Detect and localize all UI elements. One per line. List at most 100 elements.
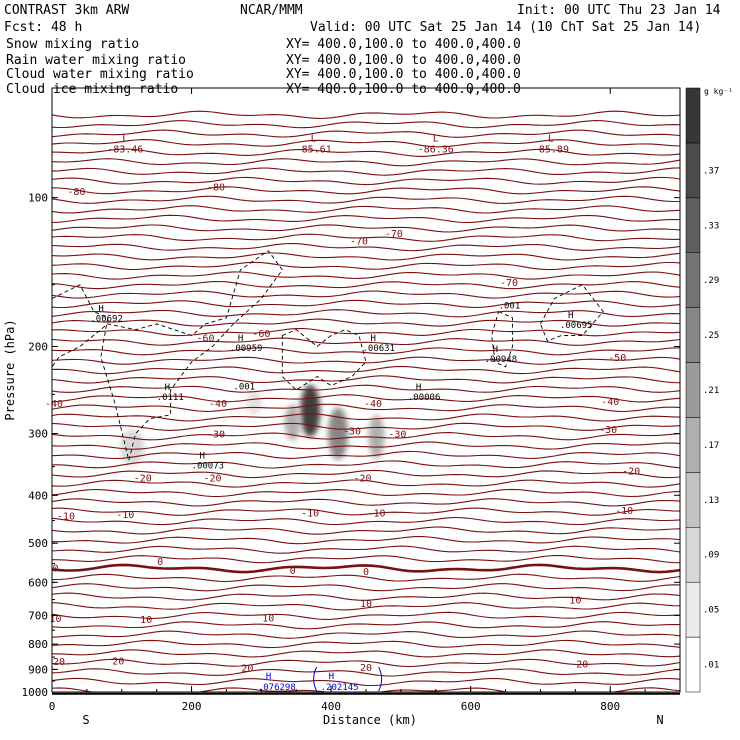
- isotherm-line: [52, 630, 680, 639]
- colorbar-segment: [685, 581, 701, 638]
- isotherm-line: [52, 479, 680, 488]
- isotherm-line: [52, 498, 680, 507]
- ice-max-marker: H: [568, 311, 573, 321]
- ice-max-value: .00695: [560, 321, 593, 331]
- isotherm-label: 10: [360, 599, 372, 610]
- isotherm-line: [52, 337, 680, 346]
- isotherm-line: [52, 516, 680, 526]
- field-rain-xy: XY= 400.0,100.0 to 400.0,400.0: [286, 53, 521, 68]
- y-tick-label: 800: [28, 638, 48, 651]
- isotherm-label: 10: [49, 614, 61, 625]
- field-cloud-ice-xy: XY= 400.0,100.0 to 400.0,400.0: [286, 82, 521, 97]
- isotherm-label: -20: [353, 473, 371, 484]
- isotherm-line: [52, 668, 680, 677]
- ice-max-value: .00631: [363, 344, 396, 354]
- y-tick-label: 600: [28, 576, 48, 589]
- isotherm-line: [52, 318, 680, 327]
- colorbar-segment: [685, 87, 701, 144]
- snow-core: [246, 390, 263, 415]
- ice-max-marker: H: [238, 334, 243, 344]
- forecast-hour: Fcst: 48 h: [4, 20, 82, 35]
- colorbar-level: .13: [703, 496, 719, 506]
- isotherm-line: [52, 271, 680, 280]
- colorbar-segment: [685, 307, 701, 363]
- isotherm-line: [52, 611, 680, 620]
- isotherm-line: [52, 167, 680, 176]
- low-center-marker: L: [311, 134, 317, 145]
- isotherm-label: -20: [203, 473, 221, 484]
- isotherm-line: [52, 545, 680, 554]
- isotherm-label: 20: [360, 663, 372, 674]
- valid-time: Valid: 00 UTC Sat 25 Jan 14 (10 ChT Sat …: [310, 20, 701, 35]
- colorbar-level: .21: [703, 386, 719, 396]
- colorbar-segment: [685, 527, 701, 583]
- colorbar-segment: [685, 142, 701, 199]
- ice-max-marker: H: [165, 383, 170, 393]
- isotherm-line: [52, 384, 680, 393]
- snow-core: [284, 404, 301, 441]
- isotherm-label: -10: [367, 508, 385, 519]
- isotherm-line: [52, 677, 680, 687]
- isotherm-label: -60: [196, 334, 214, 345]
- colorbar-level: .33: [703, 221, 719, 231]
- isotherm-line: [52, 555, 680, 564]
- low-center-value: -85.89: [533, 145, 569, 156]
- cloud-water-max-marker: H: [329, 672, 334, 682]
- colorbar-level: .29: [703, 276, 719, 286]
- isotherm-label: 20: [112, 657, 124, 668]
- isotherm-label: -70: [500, 278, 518, 289]
- snow-core: [300, 384, 321, 437]
- isotherm-line: [52, 347, 680, 356]
- colorbar-segment: [685, 197, 701, 253]
- isotherm-label: -70: [350, 236, 368, 247]
- low-center-marker: L: [548, 134, 554, 145]
- field-snow: Snow mixing ratio: [6, 37, 139, 52]
- isotherm-line: [52, 563, 680, 574]
- colorbar-segment: [685, 252, 701, 308]
- isotherm-label: 10: [569, 596, 581, 607]
- isotherm-label: 0: [52, 564, 58, 575]
- field-cloud-ice: Cloud ice mixing ratio: [6, 82, 178, 97]
- colorbar-segment: [685, 472, 701, 528]
- isotherm-line: [52, 432, 680, 441]
- isotherm-line: [52, 120, 680, 129]
- ice-max-marker: H: [200, 451, 205, 461]
- x-tick-label: 0: [49, 700, 56, 713]
- cloud-water-max-value: .076298: [258, 683, 296, 693]
- isotherm-line: [52, 328, 680, 337]
- isotherm-line: [52, 526, 680, 535]
- isotherm-line: [52, 299, 680, 309]
- y-axis-title: Pressure (hPa): [3, 319, 17, 420]
- y-tick-label: 200: [28, 340, 48, 353]
- isotherm-label: -40: [45, 399, 63, 410]
- colorbar-level: .25: [703, 331, 719, 341]
- isotherm-label: 20: [241, 664, 253, 675]
- ice-max-value: .001: [499, 302, 521, 312]
- cloud-water-max-marker: H: [266, 672, 271, 682]
- isotherm-line: [52, 592, 680, 601]
- isotherm-line: [52, 148, 680, 157]
- isotherm-label: 0: [363, 567, 369, 578]
- x-tick-label: 400: [321, 700, 341, 713]
- isotherm-label: -40: [364, 399, 382, 410]
- y-tick-label: 300: [28, 428, 48, 441]
- isotherm-line: [52, 536, 680, 545]
- isotherm-line: [52, 621, 680, 630]
- low-center-value: -83.46: [107, 145, 143, 156]
- isotherm-line: [52, 469, 680, 479]
- isotherm-label: -60: [252, 329, 270, 340]
- isotherm-line: [52, 507, 680, 516]
- init-time: Init: 00 UTC Thu 23 Jan 14: [517, 3, 721, 18]
- y-tick-label: 700: [28, 609, 48, 622]
- isotherm-line: [52, 195, 680, 204]
- isotherm-line: [52, 309, 680, 318]
- isotherm-label: 20: [576, 660, 588, 671]
- isotherm-label: -80: [207, 183, 225, 194]
- isotherm-label: -10: [116, 510, 134, 521]
- isotherm-line: [52, 139, 680, 148]
- colorbar-segment: [685, 636, 701, 693]
- low-center-value: -85.61: [296, 145, 332, 156]
- isotherm-line: [52, 290, 680, 299]
- isotherm-line: [52, 375, 680, 384]
